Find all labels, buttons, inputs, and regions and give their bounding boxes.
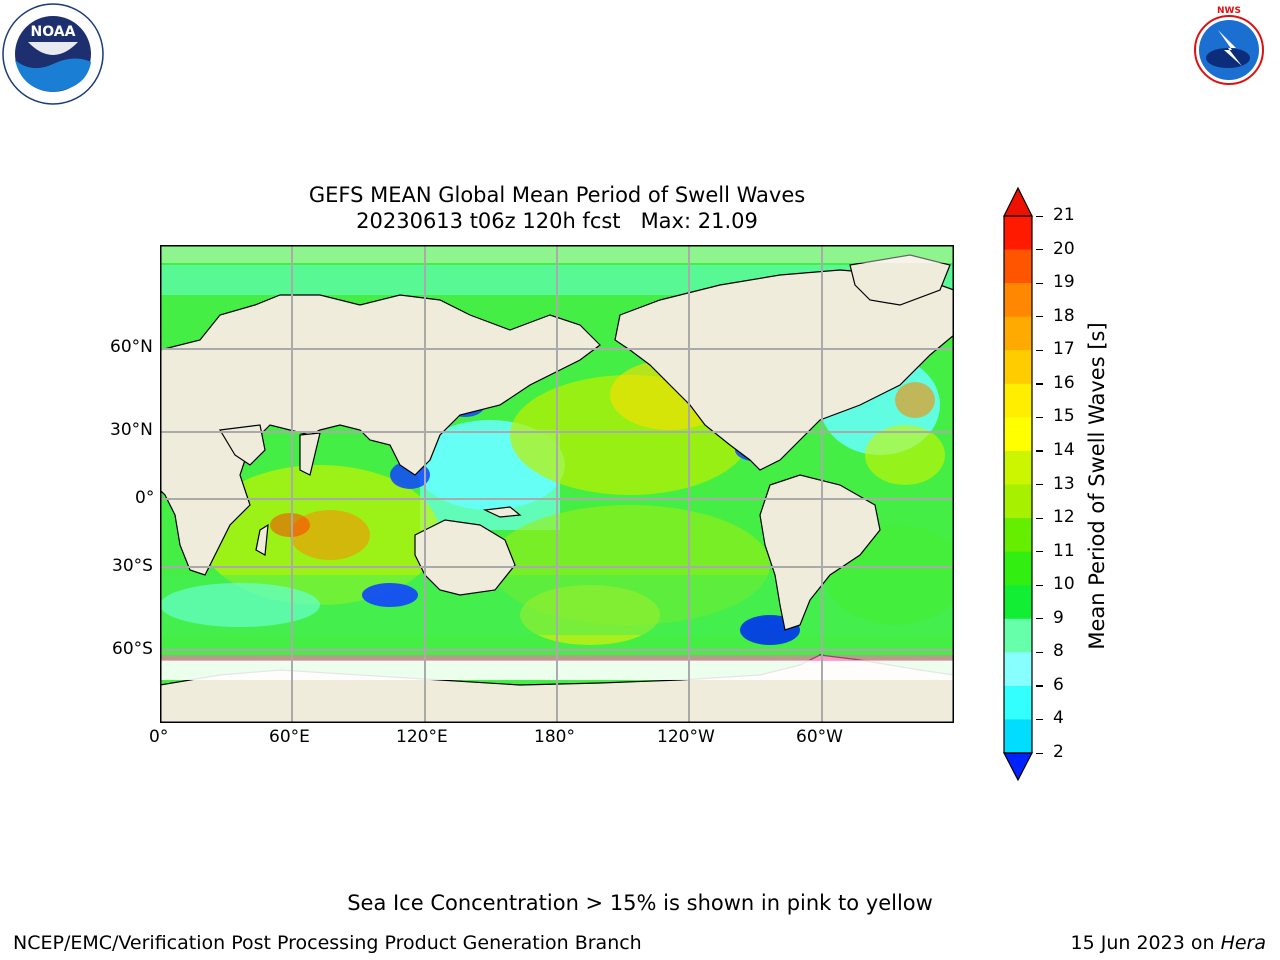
colorbar-tick-mark [1036,316,1043,318]
colorbar-band [1004,383,1032,418]
colorbar-label: Mean Period of Swell Waves [s] [1085,322,1109,650]
lat-label-60s: 60°S [112,639,153,659]
colorbar-band [1004,350,1032,385]
colorbar-tick-label: 4 [1053,708,1064,729]
colorbar-band [1004,652,1032,687]
colorbar-tick-label: 15 [1053,406,1075,427]
noaa-logo: NOAA [2,2,104,106]
nws-logo: NWS [1178,0,1280,100]
colorbar-band [1004,450,1032,485]
swell-period-map [160,245,954,723]
colorbar-band [1004,316,1032,351]
colorbar-tick-label: 16 [1053,372,1075,393]
colorbar-tick-label: 6 [1053,674,1064,695]
map-title: GEFS MEAN Global Mean Period of Swell Wa… [160,182,954,234]
colorbar-tick-mark [1036,651,1043,653]
colorbar-tick-mark [1036,282,1043,284]
colorbar-tick-mark [1036,416,1043,419]
colorbar-tick-mark [1036,484,1043,486]
colorbar-tick-label: 11 [1053,540,1075,561]
lat-label-60n: 60°N [110,337,153,357]
lon-label-60w: 60°W [796,727,843,747]
colorbar-band [1004,484,1032,519]
colorbar-band [1004,518,1032,553]
lon-label-180: 180° [534,727,575,747]
colorbar-tick-mark [1036,551,1043,553]
colorbar-tick-label: 10 [1053,574,1075,595]
colorbar-tick-label: 12 [1053,507,1075,528]
colorbar-tick-label: 9 [1053,607,1064,628]
lat-label-30s: 30°S [112,556,153,576]
colorbar-band [1004,283,1032,318]
colorbar-tick-mark [1036,450,1043,452]
lon-label-60e: 60°E [269,727,310,747]
colorbar-tick-mark [1036,215,1043,217]
colorbar-extend-min [1003,752,1033,782]
colorbar-tick-label: 14 [1053,439,1075,460]
colorbar-tick-mark [1036,383,1043,385]
footer-right: 15 Jun 2023 on Hera [1071,932,1266,954]
colorbar-tick-label: 17 [1053,339,1075,360]
title-line-2: 20230613 t06z 120h fcst Max: 21.09 [356,209,758,233]
colorbar-tick-mark [1036,584,1043,586]
colorbar-tick-label: 2 [1053,742,1064,762]
footer-left: NCEP/EMC/Verification Post Processing Pr… [13,932,642,954]
colorbar-tick-mark [1036,718,1043,721]
title-line-1: GEFS MEAN Global Mean Period of Swell Wa… [308,183,806,207]
footer-machine: Hera [1220,932,1266,954]
colorbar-tick-label: 8 [1053,641,1064,662]
colorbar-band [1004,585,1032,620]
colorbar-band [1004,618,1032,653]
colorbar-tick-label: 19 [1053,272,1075,293]
colorbar-tick-mark [1036,685,1043,687]
colorbar-tick-mark [1036,752,1043,754]
lon-label-0: 0° [149,727,169,747]
colorbar-tick-mark [1036,349,1043,351]
lat-label-0: 0° [135,488,155,508]
lon-label-120e: 120°E [396,727,448,747]
colorbar-band [1004,216,1032,251]
colorbar-band [1004,249,1032,284]
colorbar-tick-mark [1036,517,1043,519]
colorbar-tick-mark [1036,618,1043,620]
svg-text:NOAA: NOAA [31,24,76,40]
svg-text:NWS: NWS [1217,6,1241,16]
colorbar-band [1004,719,1032,754]
colorbar-tick-label: 20 [1053,238,1075,259]
colorbar-band [1004,551,1032,586]
colorbar-tick-mark [1036,249,1043,251]
colorbar-tick-label: 21 [1053,205,1075,225]
ice-note: Sea Ice Concentration > 15% is shown in … [347,891,933,915]
colorbar-extend-max [1003,186,1033,217]
colorbar-band [1004,417,1032,452]
colorbar-tick-label: 18 [1053,305,1075,326]
colorbar [1000,186,1036,782]
lat-label-30n: 30°N [110,420,153,440]
colorbar-tick-label: 13 [1053,473,1075,494]
footer-date: 15 Jun 2023 on [1070,932,1221,954]
colorbar-band [1004,685,1032,720]
lon-label-120w: 120°W [657,727,715,747]
graticule [160,245,954,723]
